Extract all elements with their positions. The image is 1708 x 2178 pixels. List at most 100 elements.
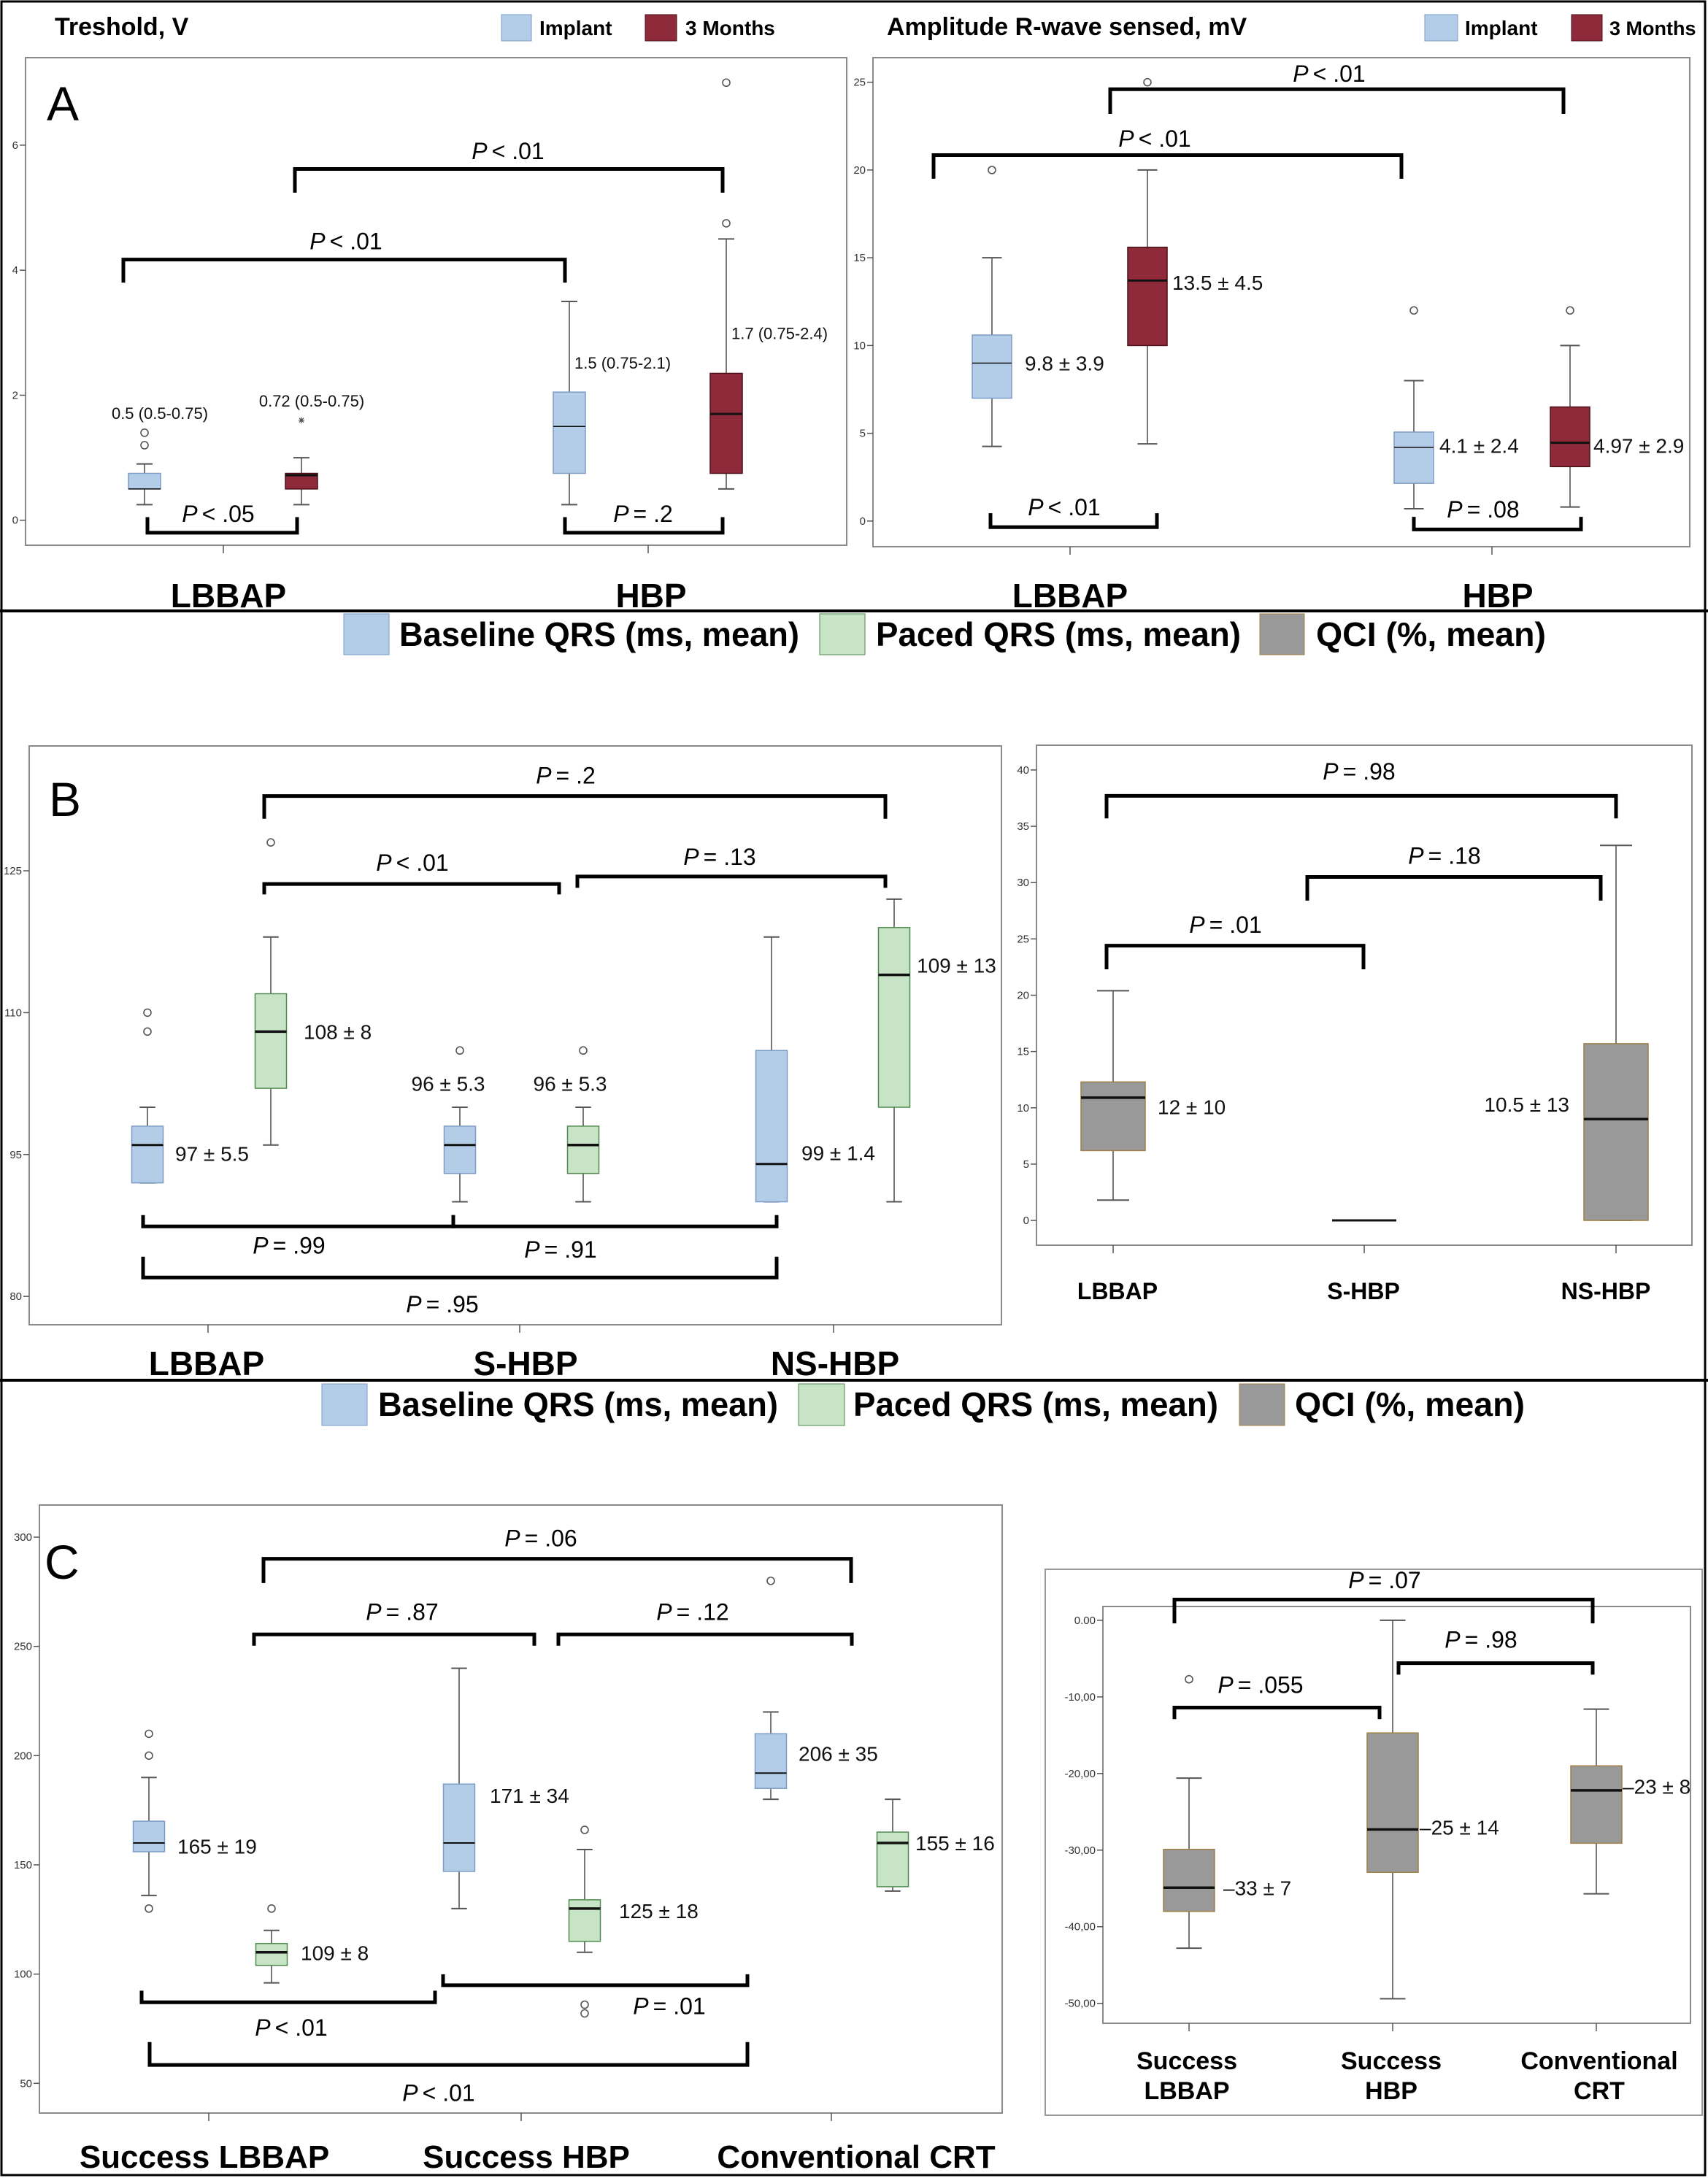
outlier-point <box>143 1027 152 1036</box>
p-symbol: P <box>613 501 629 527</box>
box-2: 171 ± 34 <box>442 1667 569 1909</box>
p-value-label: P < .01 <box>1028 494 1100 520</box>
box-iqr <box>131 1125 164 1184</box>
p-value-label: P < .01 <box>1293 61 1365 87</box>
box-iqr <box>1366 1732 1419 1873</box>
outlier-point <box>145 1904 153 1913</box>
outlier-point <box>580 1825 589 1834</box>
box-annotation: 96 ± 5.3 <box>534 1073 607 1096</box>
outlier-point <box>267 1904 276 1913</box>
box-annotation: 0.72 (0.5-0.75) <box>259 392 364 410</box>
legend-label-3-months: 3 Months <box>685 17 775 39</box>
x-category-label: Conventional <box>1520 2047 1677 2075</box>
charts-layer: 0 2 4 6 LBBAP HBP 0.5 (0.5-0.75) 0.72 (0.5-0.75… <box>4 57 1703 2175</box>
box-iqr <box>1393 431 1434 484</box>
significance-bracket <box>1104 793 1618 819</box>
box-iqr <box>285 472 318 490</box>
p-symbol: P <box>656 1598 672 1625</box>
x-category-label: LBBAP <box>1144 2077 1229 2105</box>
p-symbol: P <box>1028 494 1044 520</box>
box-annotation: 96 ± 5.3 <box>412 1073 485 1096</box>
p-value-label: P < .01 <box>472 138 544 164</box>
x-category-label: S-HBP <box>1327 1278 1400 1304</box>
significance-bracket <box>556 1632 854 1646</box>
boxplot-chart-0: 0 2 4 6 LBBAP HBP 0.5 (0.5-0.75) 0.72 (0.5-0.75… <box>12 57 847 615</box>
p-value-label: P = .87 <box>366 1598 438 1625</box>
p-value-label: P = .12 <box>656 1598 728 1625</box>
y-tick-label: -20,00 <box>1064 1768 1096 1780</box>
p-symbol: P <box>402 2079 418 2106</box>
legend-swatch-3-months <box>645 14 677 42</box>
boxplot-chart-1: 0 5 10 15 20 25 LBBAP HBP 9.8 ± 3.9 13.5 ± 4.5 4.1… <box>853 57 1690 615</box>
box-annotation: 125 ± 18 <box>619 1900 699 1923</box>
x-category-label: Success LBBAP <box>80 2139 329 2175</box>
box-annotation: 109 ± 8 <box>301 1942 369 1964</box>
box-iqr <box>1583 1043 1649 1221</box>
outlier-point <box>140 428 149 437</box>
box-2: 4.1 ± 2.4 <box>1393 306 1519 510</box>
box-annotation: 1.5 (0.75-2.1) <box>574 354 671 372</box>
significance-bracket <box>1305 875 1603 901</box>
y-tick-label: 10 <box>853 339 866 352</box>
box-iqr <box>754 1733 788 1789</box>
boxplot-chart-5: 0.00 -10,00 -20,00 -30,00 -40,00 -50,00 Succes… <box>1064 1567 1691 2105</box>
x-category-label: Success <box>1341 2047 1442 2075</box>
box-iqr <box>709 372 743 474</box>
box-iqr <box>568 1899 601 1942</box>
legend-swatch-3-months <box>1571 14 1603 42</box>
y-tick-label: 125 <box>4 865 22 877</box>
box-annotation: 1.7 (0.75-2.4) <box>731 325 828 343</box>
p-symbol: P <box>1323 758 1339 785</box>
p-value: = .18 <box>1428 843 1481 869</box>
significance-bracket <box>145 517 299 535</box>
p-symbol: P <box>309 228 326 254</box>
significance-bracket <box>121 258 567 283</box>
outlier-point <box>1185 1674 1193 1684</box>
extreme-point <box>299 417 304 423</box>
p-value: = .87 <box>386 1598 439 1625</box>
p-value: < .01 <box>275 2015 328 2041</box>
box-2: 1.5 (0.75-2.1) <box>553 301 671 506</box>
p-symbol: P <box>524 1236 540 1263</box>
outlier-point <box>988 166 996 174</box>
legend-swatch-baseline-qrs <box>321 1383 368 1426</box>
p-value-label: P = .08 <box>1447 496 1519 523</box>
y-tick-label: 15 <box>853 252 866 264</box>
significance-bracket <box>141 1256 779 1280</box>
outlier-point <box>579 1046 588 1055</box>
outlier-point <box>143 1008 152 1017</box>
box-annotation: 171 ± 34 <box>490 1785 569 1807</box>
y-tick-label: 25 <box>1017 933 1029 945</box>
box-annotation: 108 ± 8 <box>304 1020 372 1043</box>
p-symbol: P <box>255 2015 271 2041</box>
p-symbol: P <box>406 1291 422 1317</box>
p-value-label: P < .01 <box>402 2079 474 2106</box>
y-tick-label: 110 <box>4 1007 22 1019</box>
boxplot-chart-2: 80 95 110 125 LBBAP S-HBP NS-HBP 97 ± 5.5 108 ± … <box>4 745 1002 1382</box>
box-annotation: 12 ± 10 <box>1158 1096 1226 1118</box>
box-0: 165 ± 19 <box>132 1729 257 1913</box>
x-category-label: LBBAP <box>1012 577 1128 615</box>
box-annotation: 4.1 ± 2.4 <box>1439 435 1519 458</box>
box-iqr <box>1080 1081 1146 1152</box>
significance-bracket <box>563 517 725 535</box>
box-annotation: 0.5 (0.5-0.75) <box>112 404 208 423</box>
x-category-label: Conventional CRT <box>717 2139 995 2175</box>
y-tick-label: 250 <box>14 1641 32 1653</box>
p-value: < .05 <box>202 501 255 527</box>
box-4: 99 ± 1.4 <box>755 936 875 1203</box>
significance-bracket <box>1104 944 1366 970</box>
y-tick-label: 200 <box>14 1750 32 1762</box>
p-value-label: P = .01 <box>1189 912 1261 938</box>
x-category-label: S-HBP <box>473 1344 577 1382</box>
p-symbol: P <box>633 1993 649 2019</box>
x-category-label: LBBAP <box>149 1344 264 1382</box>
box-iqr <box>972 334 1012 399</box>
y-tick-label: 5 <box>1023 1158 1029 1171</box>
box-annotation: 155 ± 16 <box>915 1832 995 1855</box>
significance-bracket <box>262 882 561 895</box>
p-symbol: P <box>683 844 699 870</box>
p-value: = .91 <box>545 1236 597 1263</box>
box-annotation: 97 ± 5.5 <box>175 1143 249 1166</box>
legend-swatch-implant <box>1424 14 1458 42</box>
